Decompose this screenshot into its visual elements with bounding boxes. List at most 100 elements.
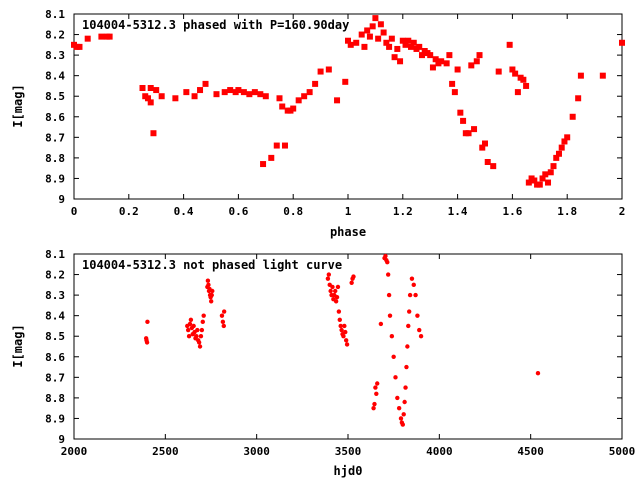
data-point <box>343 338 349 343</box>
data-point <box>416 43 423 50</box>
data-point <box>429 64 436 71</box>
data-point <box>380 29 387 36</box>
data-point <box>395 395 400 401</box>
data-point <box>482 140 488 147</box>
data-point <box>195 327 200 333</box>
data-point <box>514 89 521 96</box>
data-point <box>312 80 319 87</box>
y-tick-label: 8.6 <box>45 351 65 364</box>
x-tick-label: 1 <box>345 205 352 218</box>
x-tick-label: 2500 <box>152 445 179 458</box>
data-point <box>84 35 91 42</box>
data-point <box>325 66 332 73</box>
data-point <box>364 27 371 34</box>
ticks-top: 0 0.2 0.4 0.6 0.8 1 1.2 1.4 1.6 1.8 2 8.1 8.2 8.3 8.4 8… <box>45 8 625 218</box>
data-point <box>383 39 390 46</box>
data-point <box>345 37 351 44</box>
data-point <box>235 87 242 94</box>
y-tick-label: 8.3 <box>45 289 65 302</box>
data-point <box>539 175 546 182</box>
data-point <box>531 177 538 184</box>
data-point <box>196 340 202 345</box>
x-tick-label: 1.6 <box>502 205 522 218</box>
data-point <box>240 89 247 96</box>
data-point <box>400 422 405 427</box>
raw-light-curve-panel: 104004-5312.3 not phased light curve hjd… <box>11 248 635 478</box>
x-tick-label: 3000 <box>243 445 270 458</box>
y-tick-label: 8.3 <box>45 49 65 62</box>
data-point <box>375 35 382 42</box>
data-point <box>547 169 554 176</box>
data-point <box>202 80 209 87</box>
data-point <box>403 385 408 390</box>
data-point <box>145 319 150 325</box>
data-point <box>577 72 584 79</box>
data-point <box>339 327 344 333</box>
data-point <box>98 33 105 40</box>
data-point <box>542 171 549 178</box>
data-point <box>333 299 339 304</box>
y-tick-label: 8.8 <box>45 152 65 165</box>
data-point <box>550 163 557 170</box>
data-point <box>427 52 434 59</box>
x-tick-label: 3500 <box>335 445 362 458</box>
y-tick-label: 8.5 <box>45 330 65 343</box>
data-point <box>369 23 376 30</box>
y-tick-label: 9 <box>58 193 65 206</box>
data-point <box>413 292 418 298</box>
data-point <box>471 126 478 133</box>
data-point <box>561 138 568 145</box>
data-point <box>336 309 342 314</box>
data-points-top <box>71 15 625 188</box>
data-point <box>306 89 313 96</box>
data-point <box>473 58 480 65</box>
x-axis-title-bottom: hjd0 <box>334 464 363 478</box>
data-point <box>205 278 211 283</box>
data-point <box>172 95 179 102</box>
data-point <box>328 288 333 294</box>
data-point <box>495 68 502 75</box>
x-tick-label: 1.8 <box>557 205 577 218</box>
data-point <box>465 130 472 137</box>
data-point <box>558 144 565 151</box>
data-point <box>301 93 308 100</box>
y-tick-label: 8.4 <box>45 70 65 83</box>
x-tick-label: 2000 <box>61 445 88 458</box>
data-point <box>405 37 412 44</box>
data-point <box>341 334 346 339</box>
y-tick-label: 8.1 <box>45 8 65 21</box>
data-point <box>460 117 467 124</box>
data-point <box>438 58 445 65</box>
data-point <box>197 344 203 349</box>
data-point <box>342 323 347 329</box>
y-axis-title-bottom: I[mag] <box>11 324 25 367</box>
data-point <box>210 288 215 294</box>
data-point <box>406 323 411 329</box>
chart-title-top: 104004-5312.3 phased with P=160.90day <box>82 18 349 32</box>
data-point <box>344 342 350 347</box>
data-point <box>139 85 146 91</box>
data-point <box>144 340 150 345</box>
y-tick-label: 8.9 <box>45 172 65 185</box>
y-tick-label: 8.2 <box>45 29 65 42</box>
y-tick-label: 9 <box>58 433 65 446</box>
data-point <box>147 99 154 106</box>
data-point <box>330 284 335 290</box>
data-point <box>219 313 225 318</box>
data-point <box>150 130 157 137</box>
data-point <box>385 272 391 277</box>
data-point <box>415 313 420 318</box>
y-tick-label: 8.7 <box>45 131 65 144</box>
data-point <box>186 334 192 339</box>
x-tick-label: 0.8 <box>283 205 303 218</box>
data-point <box>185 327 191 333</box>
data-point <box>536 181 543 188</box>
data-point <box>326 272 332 277</box>
data-point <box>333 288 338 294</box>
data-point <box>144 95 151 102</box>
x-tick-label: 0.4 <box>174 205 194 218</box>
data-point <box>479 144 486 151</box>
data-point <box>406 309 412 314</box>
data-point <box>183 89 190 96</box>
